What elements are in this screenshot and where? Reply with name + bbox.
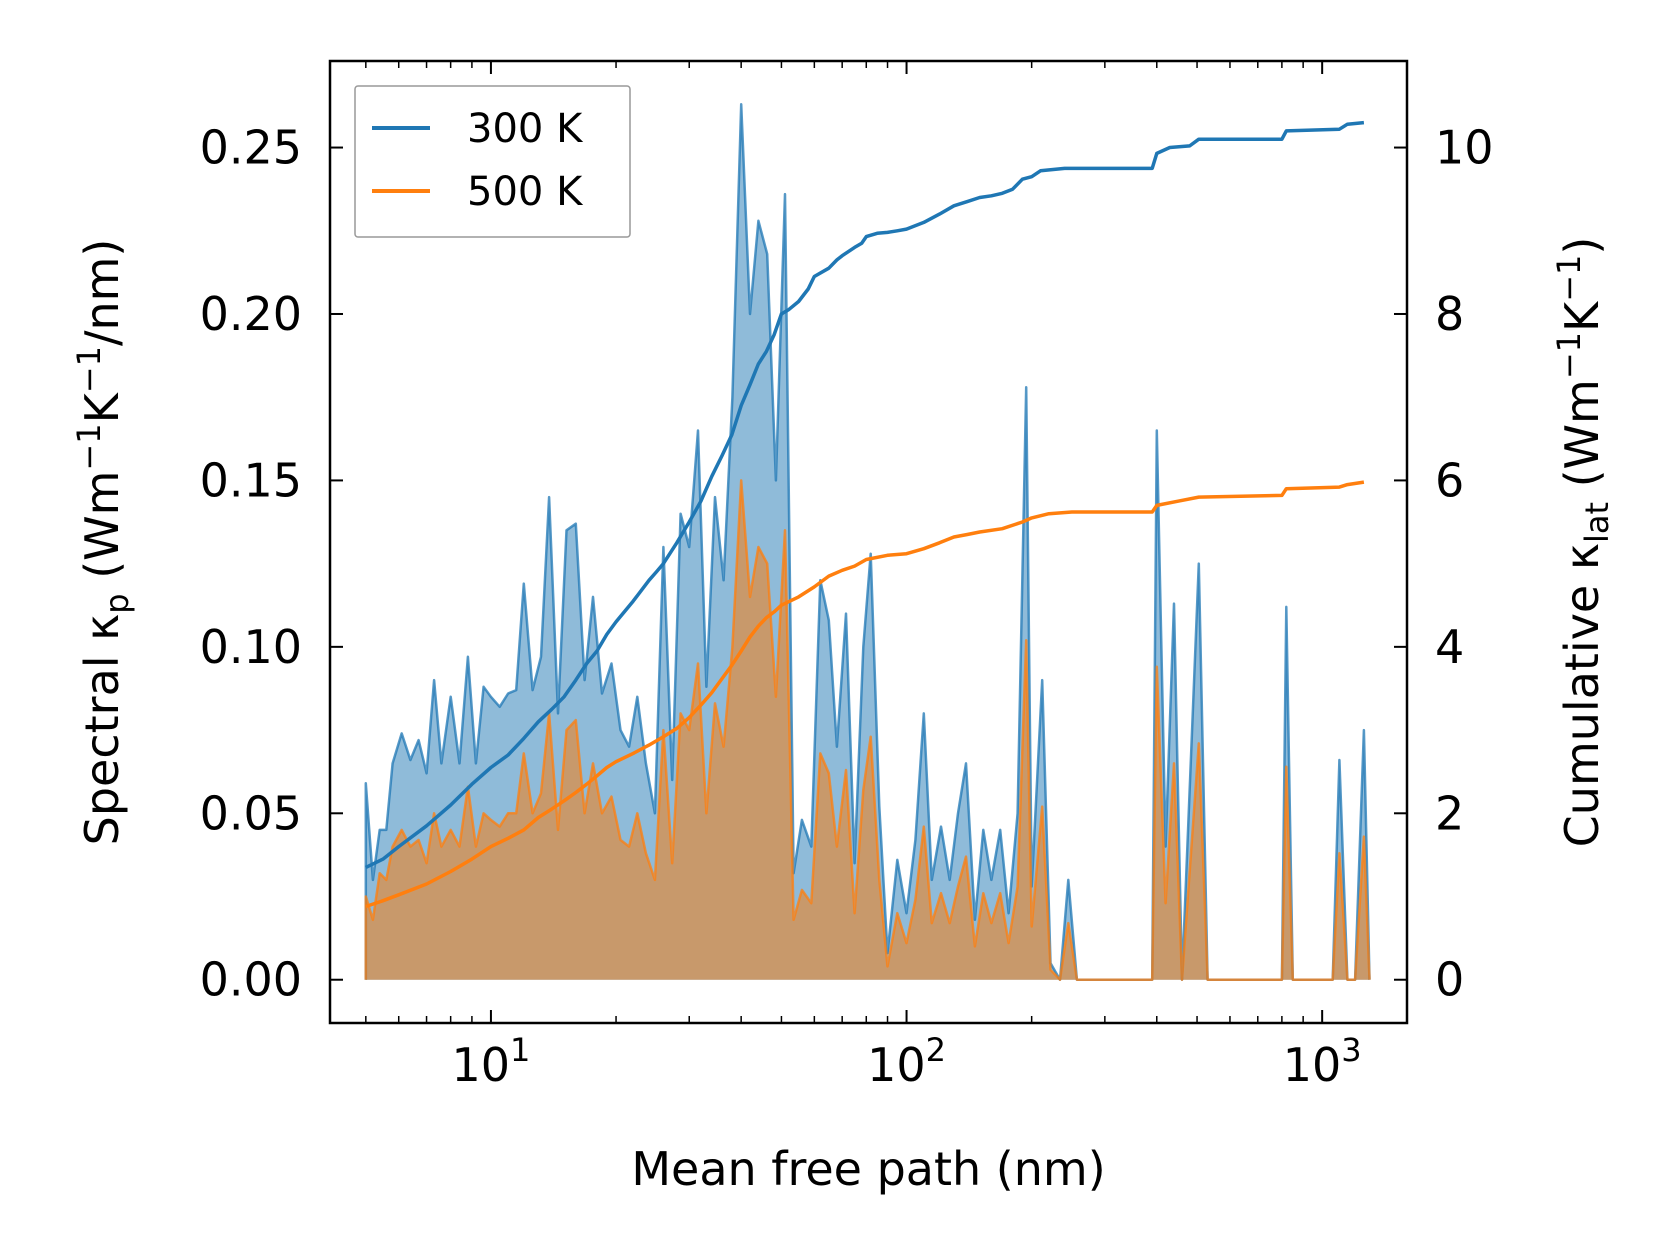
y-left-tick-label-0: 0.00	[200, 953, 302, 1007]
axes-frame	[328, 59, 1409, 1025]
y-axis-left-label: Spectral κp (Wm−1K−1/nm)	[70, 239, 136, 846]
spectral-line-500k	[364, 479, 1371, 981]
legend: 300 K 500 K	[354, 85, 631, 238]
x-tick-label-2: 103	[1283, 1031, 1362, 1092]
y-right-label-prefix: Cumulative κ	[1555, 543, 1609, 847]
y-left-tick-label-5: 0.25	[200, 121, 302, 175]
spectral-lines	[364, 103, 1371, 981]
y-right-label-mid: K	[1555, 300, 1609, 332]
y-right-tick-label-5: 10	[1435, 121, 1494, 175]
y-right-tick-label-1: 2	[1435, 786, 1464, 840]
y-left-label-tail: /nm)	[75, 239, 129, 346]
y-right-label-tail: )	[1555, 237, 1609, 255]
x-axis-label: Mean free path (nm)	[631, 1142, 1105, 1196]
y-right-label-sup1: −1	[1550, 332, 1588, 379]
y-left-tick-label-4: 0.20	[200, 287, 302, 341]
plot-area	[364, 103, 1371, 981]
tick-labels: 101 102 103 0.00 0.05 0.10 0.15 0.20 0.25 0 2 4 6 8 10	[200, 121, 1494, 1092]
y-right-tick-label-4: 8	[1435, 287, 1464, 341]
y-left-label-sup1: −1	[70, 423, 108, 470]
cumulative-lines	[365, 120, 1365, 909]
y-left-label-mid: K	[75, 391, 129, 423]
x-tick-label-1: 102	[867, 1031, 946, 1092]
legend-label-300k: 300 K	[467, 106, 584, 152]
y-right-label-sup2: −1	[1550, 255, 1588, 302]
y-right-label-sub: lat	[1578, 502, 1616, 543]
y-left-label-sup2: −1	[70, 346, 108, 393]
ticks	[330, 61, 1407, 1023]
y-right-tick-label-3: 6	[1435, 453, 1464, 507]
cumulative-line-500k	[365, 480, 1365, 909]
y-right-tick-label-0: 0	[1435, 953, 1464, 1007]
y-left-label-sub: p	[98, 593, 136, 613]
y-left-tick-label-3: 0.15	[200, 453, 302, 507]
y-left-tick-label-2: 0.10	[200, 620, 302, 674]
y-left-label-unit: (Wm	[75, 471, 129, 594]
y-right-label-unit: (Wm	[1555, 379, 1609, 502]
legend-box	[354, 85, 631, 238]
y-left-tick-label-1: 0.05	[200, 786, 302, 840]
y-right-tick-label-2: 4	[1435, 620, 1464, 674]
y-left-label-prefix: Spectral κ	[75, 614, 129, 846]
y-axis-right-label: Cumulative κlat (Wm−1K−1)	[1550, 237, 1616, 848]
cumulative-line-300k	[365, 120, 1365, 869]
x-tick-label-0: 101	[451, 1031, 530, 1092]
spectral-fill-500k	[365, 480, 1370, 980]
legend-label-500k: 500 K	[467, 169, 584, 215]
spectral-line-300k	[364, 103, 1371, 981]
